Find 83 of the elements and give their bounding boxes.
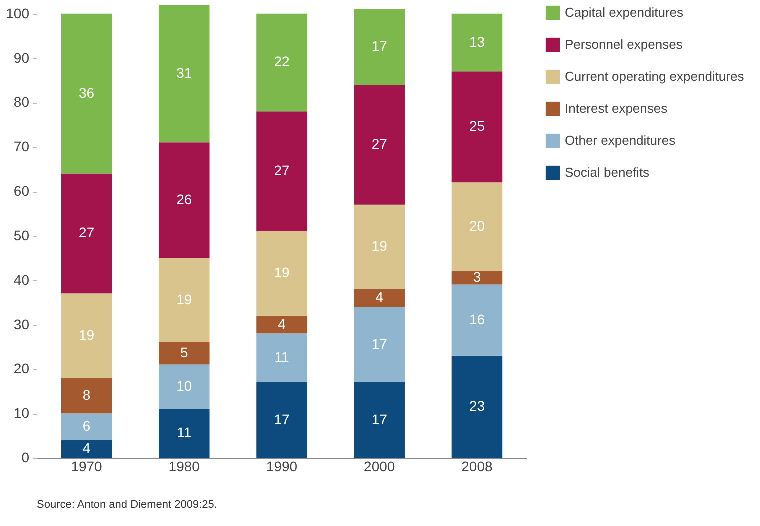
bar bbox=[354, 204, 405, 290]
data-label: 17 bbox=[274, 411, 290, 428]
bar bbox=[159, 364, 210, 410]
bar bbox=[452, 271, 503, 285]
bar bbox=[61, 294, 112, 378]
bar bbox=[452, 182, 503, 272]
data-label: 3 bbox=[473, 269, 482, 286]
data-label: 17 bbox=[372, 336, 388, 352]
bar bbox=[61, 174, 112, 294]
legend-label: Interest expenses bbox=[565, 101, 668, 116]
bar bbox=[256, 382, 308, 458]
y-tick-label: 20 bbox=[14, 360, 30, 377]
data-label: 13 bbox=[469, 34, 486, 50]
data-label: 36 bbox=[78, 84, 95, 101]
source-note: Source: Anton and Diement 2009:25. bbox=[37, 499, 218, 511]
data-label: 4 bbox=[82, 440, 91, 456]
data-label: 19 bbox=[274, 264, 290, 281]
x-tick-label: 1970 bbox=[71, 458, 103, 474]
x-tick-label: 2000 bbox=[364, 458, 396, 474]
bar bbox=[354, 84, 405, 205]
bar bbox=[159, 5, 210, 143]
y-tick-label: 0 bbox=[22, 450, 30, 466]
bar bbox=[256, 112, 308, 232]
y-tick-label: 60 bbox=[14, 183, 30, 200]
data-label: 5 bbox=[180, 344, 188, 361]
bar bbox=[452, 72, 503, 183]
data-label: 27 bbox=[372, 136, 388, 152]
bar bbox=[61, 440, 112, 458]
data-label: 23 bbox=[469, 398, 486, 414]
data-label: 19 bbox=[78, 326, 95, 343]
bar bbox=[61, 414, 112, 440]
data-label: 27 bbox=[274, 162, 290, 179]
bar bbox=[159, 409, 210, 458]
data-label: 25 bbox=[469, 118, 486, 134]
bar bbox=[61, 378, 112, 414]
bar bbox=[452, 284, 503, 356]
bar bbox=[256, 14, 308, 112]
legend-label: Personnel expenses bbox=[565, 37, 684, 52]
data-label: 4 bbox=[278, 316, 286, 332]
x-tick-label: 1980 bbox=[168, 458, 200, 474]
bar bbox=[159, 258, 210, 343]
legend-label: Current operating expenditures bbox=[565, 69, 745, 84]
data-label: 17 bbox=[372, 38, 388, 54]
y-tick-label: 80 bbox=[14, 94, 30, 110]
bar bbox=[354, 9, 405, 85]
y-tick-label: 10 bbox=[14, 405, 30, 422]
bar bbox=[354, 289, 405, 307]
y-tick-label: 30 bbox=[14, 316, 30, 332]
y-tick-label: 90 bbox=[14, 50, 30, 66]
bar bbox=[159, 142, 210, 258]
y-tick-label: 40 bbox=[14, 272, 30, 288]
data-label: 19 bbox=[372, 238, 388, 254]
y-tick-label: 70 bbox=[14, 138, 30, 155]
y-tick-label: 50 bbox=[14, 227, 30, 244]
data-label: 31 bbox=[176, 64, 192, 81]
data-label: 17 bbox=[372, 411, 388, 428]
bar bbox=[61, 14, 112, 174]
data-label: 6 bbox=[82, 418, 91, 434]
data-label: 19 bbox=[176, 291, 192, 308]
data-label: 22 bbox=[274, 54, 290, 70]
bar bbox=[256, 316, 308, 334]
data-label: 11 bbox=[274, 349, 290, 366]
data-label: 20 bbox=[469, 218, 486, 234]
legend-label: Capital expenditures bbox=[565, 5, 684, 20]
legend-label: Other expenditures bbox=[565, 133, 676, 148]
data-label: 8 bbox=[82, 386, 91, 403]
bar bbox=[452, 356, 503, 458]
bar bbox=[159, 342, 210, 365]
data-label: 16 bbox=[469, 311, 486, 328]
data-label: 26 bbox=[176, 191, 192, 208]
data-label: 10 bbox=[176, 378, 192, 394]
data-label: 27 bbox=[78, 224, 95, 241]
data-label: 4 bbox=[376, 289, 384, 306]
x-tick-label: 1990 bbox=[266, 458, 298, 474]
data-label: 11 bbox=[177, 424, 192, 441]
legend-label: Social benefits bbox=[565, 165, 650, 180]
bar bbox=[452, 14, 503, 72]
bar bbox=[256, 232, 308, 316]
bar bbox=[354, 382, 405, 458]
y-tick-label: 100 bbox=[6, 5, 30, 22]
bar bbox=[256, 334, 308, 382]
x-tick-label: 2008 bbox=[462, 458, 493, 474]
bar bbox=[354, 307, 405, 382]
